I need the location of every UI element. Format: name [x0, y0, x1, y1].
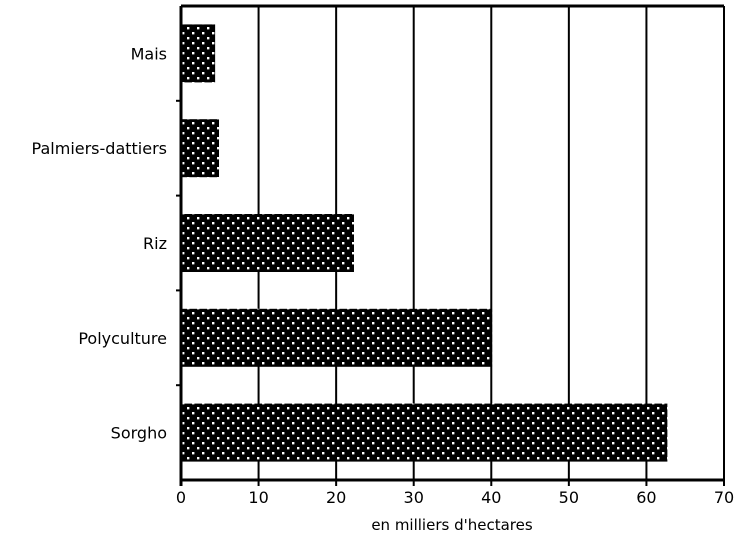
- y-category-label: Sorgho: [111, 424, 167, 443]
- y-category-label: Mais: [131, 44, 167, 63]
- y-category-label: Polyculture: [78, 329, 167, 348]
- x-tick-label: 40: [481, 488, 501, 507]
- bar-riz: [181, 214, 354, 272]
- x-tick-label: 50: [559, 488, 579, 507]
- x-tick-label: 70: [714, 488, 734, 507]
- bar-mais: [181, 24, 216, 83]
- bar-polyculture: [181, 308, 493, 367]
- y-category-label: Riz: [143, 234, 167, 253]
- x-tick-label: 0: [176, 488, 186, 507]
- x-tick-label: 20: [326, 488, 346, 507]
- x-tick-label: 60: [636, 488, 656, 507]
- x-tick-label: 30: [404, 488, 424, 507]
- bar-sorgho: [181, 403, 668, 462]
- x-tick-label: 10: [248, 488, 268, 507]
- bar-palmiers-dattiers: [181, 119, 220, 178]
- x-axis-label: en milliers d'hectares: [371, 516, 533, 534]
- y-category-label: Palmiers-dattiers: [32, 139, 167, 158]
